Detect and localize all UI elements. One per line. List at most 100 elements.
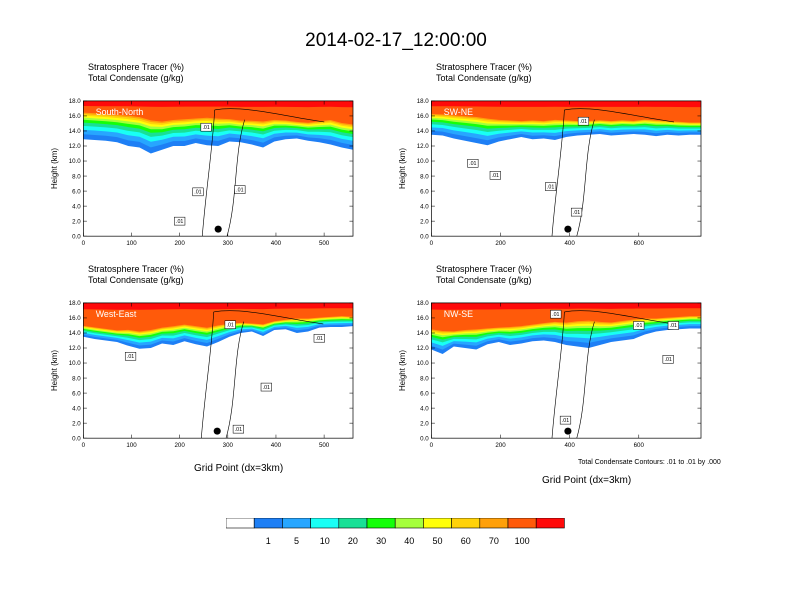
y-tick-label-8: 16.0 xyxy=(69,315,82,322)
y-tick-label-1: 2.0 xyxy=(72,218,81,225)
contour-label-box-1 xyxy=(192,187,204,197)
x-tick-label-0: 0 xyxy=(430,442,434,449)
x-tick-label-0: 0 xyxy=(430,240,434,247)
colorbar-swatch-11 xyxy=(535,518,565,529)
plot-frame xyxy=(431,100,702,237)
contour-line-0 xyxy=(200,311,214,439)
contour-label-3: .01 xyxy=(263,385,270,391)
x-tick-label-0: 0 xyxy=(82,442,86,449)
y-tick-label-8: 16.0 xyxy=(69,113,82,120)
contour-label-box-2 xyxy=(124,352,137,361)
y-tick-label-3: 6.0 xyxy=(420,188,429,195)
contour-label-box-4 xyxy=(232,424,244,434)
x-tick-label-5: 500 xyxy=(319,442,330,449)
panel-nw-se: .01 .01 .01 .01 .01 NW-SE 0.0 2.0 4.0 6.0 8.0 10.0 1… xyxy=(398,293,741,449)
y-tick-label-5: 10.0 xyxy=(417,158,430,165)
y-tick-label-4: 8.0 xyxy=(420,375,429,382)
y-tick-label-1: 2.0 xyxy=(420,218,429,225)
y-tick-label-1: 2.0 xyxy=(420,420,429,427)
contour-label-box-1 xyxy=(633,321,645,330)
contour-label-1: .01 xyxy=(194,190,201,196)
y-tick-label-5: 10.0 xyxy=(69,158,82,165)
contour-line-1 xyxy=(225,321,245,439)
y-tick-label-6: 12.0 xyxy=(417,143,430,150)
contour-label-4: .01 xyxy=(573,210,580,216)
contour-line-1 xyxy=(226,119,245,237)
colorbar-label-7: 60 xyxy=(461,536,471,546)
y-tick-label-0: 0.0 xyxy=(72,233,81,240)
y-tick-label-7: 14.0 xyxy=(69,330,82,337)
contour-line-2 xyxy=(564,310,675,325)
y-tick-label-4: 8.0 xyxy=(72,173,81,180)
contour-label-box-1 xyxy=(313,333,325,343)
contour-label-2: .01 xyxy=(492,173,499,179)
panel-name: South-North xyxy=(96,107,144,117)
page-title: 2014-02-17_12:00:00 xyxy=(305,30,487,51)
tracer-band-10 xyxy=(83,302,353,310)
panel-name: West-East xyxy=(96,309,137,319)
contour-label-0: .01 xyxy=(227,322,234,328)
colorbar-label-2: 10 xyxy=(320,536,330,546)
colorbar-swatch-0 xyxy=(226,518,255,529)
y-tick-label-0: 0.0 xyxy=(72,435,81,442)
y-axis-label: Height (km) xyxy=(398,148,407,189)
panel-2-field-label-1: Stratosphere Tracer (%) xyxy=(88,264,185,274)
location-marker xyxy=(564,427,572,435)
x-tick-label-4: 400 xyxy=(271,442,282,449)
contour-label-2: .01 xyxy=(127,354,134,360)
x-tick-label-5: 500 xyxy=(319,240,330,247)
contour-label-box-3 xyxy=(260,382,272,392)
y-tick-label-6: 12.0 xyxy=(417,345,430,352)
tracer-band-10 xyxy=(431,100,701,108)
panel-south-north: .01 .01 .01 .01 South-North 0.0 2.0 4.0 6.0 8.0 10… xyxy=(50,91,393,247)
colorbar-swatch-4 xyxy=(338,518,368,529)
panel-0-field-label-1: Stratosphere Tracer (%) xyxy=(88,62,185,72)
colorbar-swatch-6 xyxy=(394,518,424,529)
colorbar: 1 5 10 20 30 40 50 60 70 100 xyxy=(226,518,565,546)
contour-line-2 xyxy=(213,310,324,325)
x-tick-label-4: 400 xyxy=(271,240,282,247)
panel-1-field-label-2: Total Condensate (g/kg) xyxy=(436,73,532,83)
plot-area-2: .01 .01 .01 .01 .01 West-East xyxy=(83,302,353,439)
colorbar-label-0: 1 xyxy=(266,536,271,546)
contour-label-box-4 xyxy=(559,415,572,425)
y-tick-label-4: 8.0 xyxy=(72,375,81,382)
contour-label-box-3 xyxy=(545,182,557,191)
colorbar-swatch-2 xyxy=(282,518,311,529)
y-tick-label-3: 6.0 xyxy=(72,188,81,195)
y-tick-label-2: 4.0 xyxy=(420,405,429,412)
contour-line-1 xyxy=(576,119,595,237)
x-tick-label-1: 200 xyxy=(495,240,506,247)
y-axis-label: Height (km) xyxy=(50,148,59,189)
y-tick-label-8: 16.0 xyxy=(417,315,430,322)
contour-line-0 xyxy=(551,311,565,439)
y-tick-label-4: 8.0 xyxy=(420,173,429,180)
y-tick-label-6: 12.0 xyxy=(69,345,82,352)
chart-svg-1: .01 .01 .01 .01 .01 SW-NE 0.0 2.0 4.0 6.0 8.0 10.0 1… xyxy=(398,98,702,247)
plot-frame xyxy=(83,302,354,439)
contour-label-0: .01 xyxy=(552,312,559,318)
tracer-band-10 xyxy=(431,302,701,310)
y-tick-label-2: 4.0 xyxy=(72,405,81,412)
x-axis-label-right: Grid Point (dx=3km) xyxy=(542,475,632,486)
y-tick-label-9: 18.0 xyxy=(417,300,430,307)
contour-label-box-0 xyxy=(577,116,590,126)
colorbar-label-5: 40 xyxy=(404,536,414,546)
tracer-band-9 xyxy=(431,302,701,332)
contour-label-0: .01 xyxy=(580,119,587,125)
x-tick-label-1: 100 xyxy=(126,442,137,449)
y-tick-label-7: 14.0 xyxy=(69,128,82,135)
contour-label-3: .01 xyxy=(664,357,671,363)
panel-0-field-label-2: Total Condensate (g/kg) xyxy=(88,73,184,83)
y-tick-label-5: 10.0 xyxy=(417,360,430,367)
chart-svg-2: .01 .01 .01 .01 .01 West-East 0.0 2.0 4.0 6.0 8.0 1… xyxy=(50,300,354,449)
contour-label-0: .01 xyxy=(202,125,209,131)
contour-label-box-0 xyxy=(550,309,562,319)
location-marker xyxy=(213,427,221,435)
y-tick-label-6: 12.0 xyxy=(69,143,82,150)
tracer-band-9 xyxy=(83,302,353,332)
colorbar-label-4: 30 xyxy=(376,536,386,546)
panel-1-field-label-1: Stratosphere Tracer (%) xyxy=(436,62,533,72)
contour-label-box-2 xyxy=(489,171,501,180)
y-tick-label-9: 18.0 xyxy=(69,300,82,307)
